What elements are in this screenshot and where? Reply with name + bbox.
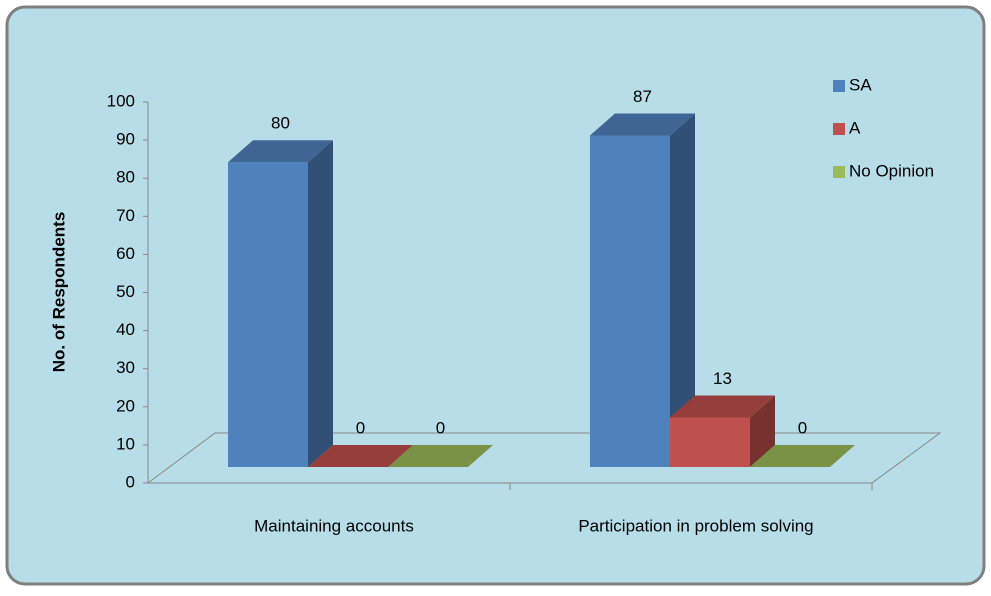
bar-top	[308, 445, 413, 467]
data-label: 13	[713, 369, 732, 388]
data-label: 0	[436, 418, 445, 437]
y-tick-label: 0	[126, 472, 135, 491]
legend-swatch	[833, 80, 845, 92]
bar	[670, 417, 750, 467]
bar-top	[750, 445, 855, 467]
bar	[228, 162, 308, 467]
y-tick-label: 50	[116, 282, 135, 301]
y-tick-label: 30	[116, 358, 135, 377]
bar-top	[228, 140, 333, 163]
bar-top	[670, 395, 775, 418]
data-label: 80	[271, 114, 290, 133]
data-label: 87	[633, 87, 652, 106]
bar-side	[670, 113, 695, 467]
y-tick-label: 90	[116, 130, 135, 149]
y-tick-label: 70	[116, 206, 135, 225]
y-tick-label: 10	[116, 434, 135, 453]
bar-top	[590, 113, 695, 136]
legend-label: A	[849, 118, 861, 137]
bar-side	[750, 395, 775, 467]
y-tick-label: 40	[116, 320, 135, 339]
legend-swatch	[833, 166, 845, 178]
x-tick-label: Maintaining accounts	[254, 516, 414, 535]
bar-top	[388, 445, 493, 467]
legend-label: No Opinion	[849, 161, 934, 180]
legend-swatch	[833, 123, 845, 135]
bar	[590, 135, 670, 467]
y-axis-label: No. of Respondents	[49, 212, 68, 373]
legend-label: SA	[849, 75, 872, 94]
x-tick-label: Participation in problem solving	[578, 516, 813, 535]
data-label: 0	[356, 418, 365, 437]
data-label: 0	[798, 418, 807, 437]
chart-background	[5, 5, 986, 586]
floor	[146, 432, 942, 484]
bar-side	[308, 140, 333, 467]
y-tick-label: 60	[116, 244, 135, 263]
y-tick-label: 80	[116, 168, 135, 187]
y-tick-label: 20	[116, 396, 135, 415]
y-tick-label: 100	[107, 91, 135, 110]
